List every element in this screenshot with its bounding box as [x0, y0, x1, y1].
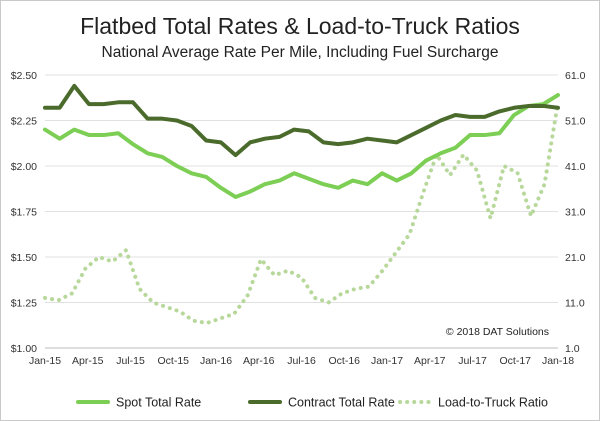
y-axis-right-ticks: 1.0 11.0 21.0 31.0 41.0 51.0 61.0 [565, 70, 586, 355]
x-tick-label: Apr-15 [72, 355, 104, 367]
x-tick-label: Oct-16 [328, 355, 360, 367]
y-left-tick-label: $1.00 [11, 343, 37, 355]
series-line-load-to-truck-ratio [43, 100, 560, 325]
y-left-tick-label: $1.50 [11, 252, 37, 264]
chart-title: Flatbed Total Rates & Load-to-Truck Rati… [80, 13, 520, 39]
y-right-tick-label: 11.0 [565, 298, 585, 310]
y-right-tick-label: 51.0 [565, 116, 586, 128]
x-tick-label: Apr-16 [243, 355, 275, 367]
y-right-tick-label: 61.0 [565, 70, 586, 82]
legend: Spot Total Rate Contract Total Rate Load-t… [76, 396, 548, 410]
x-tick-label: Jan-15 [29, 355, 61, 367]
y-left-tick-label: $2.00 [11, 161, 37, 173]
x-tick-label: Jul-15 [116, 355, 145, 367]
legend-label: Contract Total Rate [288, 396, 395, 410]
x-tick-label: Oct-15 [157, 355, 189, 367]
x-tick-label: Jul-16 [287, 355, 316, 367]
y-left-tick-label: $2.50 [11, 70, 37, 82]
x-tick-label: Apr-17 [414, 355, 446, 367]
x-tick-label: Oct-17 [499, 355, 531, 367]
copyright-note: © 2018 DAT Solutions [446, 326, 549, 338]
y-axis-left-ticks: $1.00 $1.25 $1.50 $1.75 $2.00 $2.25 $2.50 [11, 70, 37, 355]
x-tick-label: Jan-16 [200, 355, 232, 367]
series-lines [43, 83, 560, 325]
x-tick-label: Jan-17 [371, 355, 403, 367]
legend-label: Load-to-Truck Ratio [438, 396, 548, 410]
gridlines [45, 74, 558, 349]
x-tick-label: Jan-18 [542, 355, 574, 367]
y-right-tick-label: 31.0 [565, 207, 586, 219]
chart-subtitle: National Average Rate Per Mile, Includin… [102, 44, 499, 61]
series-line-spot-total-rate [43, 93, 560, 199]
legend-label: Spot Total Rate [116, 396, 201, 410]
series-line-contract-total-rate [43, 83, 560, 158]
y-right-tick-label: 21.0 [565, 252, 586, 264]
y-right-tick-label: 41.0 [565, 161, 586, 173]
y-right-tick-label: 1.0 [565, 343, 580, 355]
y-left-tick-label: $2.25 [11, 116, 37, 128]
x-tick-label: Jul-17 [458, 355, 487, 367]
x-axis-ticks: Jan-15 Apr-15 Jul-15 Oct-15 Jan-16 Apr-16 Jul-… [29, 355, 574, 367]
y-left-tick-label: $1.75 [11, 207, 37, 219]
y-left-tick-label: $1.25 [11, 298, 37, 310]
